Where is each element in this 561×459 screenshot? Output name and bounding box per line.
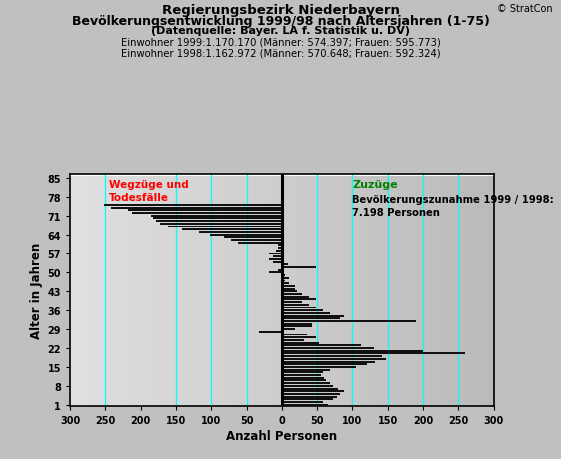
Bar (282, 388, 338, 390)
Bar (282, 391, 344, 392)
Bar (282, 364, 367, 365)
Bar (282, 264, 288, 266)
Bar (182, 229, 282, 230)
Bar (282, 404, 328, 406)
Bar (282, 323, 311, 325)
Bar (282, 329, 295, 330)
Bar (269, 258, 282, 260)
Bar (282, 336, 316, 338)
Bar (282, 291, 297, 293)
Bar (282, 266, 316, 269)
Bar (168, 226, 282, 228)
Bar (273, 261, 282, 263)
Text: Wegzüge und
Todesfälle: Wegzüge und Todesfälle (109, 180, 188, 202)
Bar (111, 207, 282, 209)
Bar (282, 377, 324, 379)
Bar (282, 355, 382, 357)
Bar (282, 396, 337, 398)
Bar (282, 366, 356, 368)
Bar (238, 242, 282, 244)
Text: Zuzüge: Zuzüge (352, 180, 398, 190)
Bar (282, 334, 307, 336)
Bar (269, 272, 282, 274)
Bar (259, 331, 282, 333)
Bar (282, 299, 316, 301)
Bar (278, 247, 282, 250)
Bar (282, 302, 302, 303)
Bar (273, 256, 282, 257)
Bar (199, 231, 282, 233)
Bar (153, 218, 282, 220)
Bar (282, 401, 323, 403)
Bar (282, 358, 387, 360)
Bar (224, 237, 282, 239)
Bar (132, 213, 282, 214)
Bar (282, 371, 323, 374)
Bar (282, 296, 309, 298)
Bar (282, 280, 286, 282)
Text: © StratCon: © StratCon (497, 4, 553, 14)
Bar (282, 385, 333, 387)
Bar (278, 245, 282, 247)
Text: Bevölkerungsentwicklung 1999/98 nach Altersjahren (1-75): Bevölkerungsentwicklung 1999/98 nach Alt… (72, 15, 489, 28)
Bar (282, 398, 333, 400)
Bar (276, 250, 282, 252)
Bar (282, 342, 319, 344)
Bar (160, 224, 282, 225)
Bar (282, 304, 309, 306)
Bar (157, 221, 282, 223)
Text: Einwohner 1998:1.162.972 (Männer: 570.648; Frauen: 592.324): Einwohner 1998:1.162.972 (Männer: 570.64… (121, 48, 440, 58)
Bar (282, 382, 330, 384)
Bar (282, 350, 423, 352)
Bar (128, 210, 282, 212)
Bar (210, 234, 282, 236)
Bar (282, 374, 321, 376)
Bar (278, 269, 282, 271)
Bar (282, 315, 344, 317)
Bar (282, 353, 466, 355)
Bar (282, 369, 330, 371)
Bar (282, 277, 289, 279)
Bar (231, 240, 282, 241)
Bar (282, 320, 416, 322)
Y-axis label: Alter in Jahren: Alter in Jahren (30, 242, 43, 338)
Bar (269, 253, 282, 255)
Bar (282, 288, 295, 290)
Bar (282, 345, 361, 347)
Bar (282, 326, 311, 328)
Bar (282, 380, 327, 381)
Text: Einwohner 1999:1.170.170 (Männer: 574.397; Frauen: 595.773): Einwohner 1999:1.170.170 (Männer: 574.39… (121, 38, 440, 48)
Bar (104, 204, 282, 207)
Bar (282, 309, 323, 312)
Bar (282, 347, 374, 349)
Bar (282, 318, 340, 319)
X-axis label: Anzahl Personen: Anzahl Personen (226, 429, 338, 442)
Bar (282, 312, 330, 314)
Text: Regierungsbezirk Niederbayern: Regierungsbezirk Niederbayern (162, 4, 399, 17)
Bar (282, 361, 375, 363)
Text: (Datenquelle: Bayer. LA f. Statistik u. DV): (Datenquelle: Bayer. LA f. Statistik u. … (151, 26, 410, 36)
Bar (151, 215, 282, 217)
Bar (282, 283, 289, 285)
Bar (282, 285, 295, 287)
Bar (282, 393, 340, 395)
Bar (282, 339, 305, 341)
Bar (282, 307, 316, 309)
Bar (282, 293, 302, 295)
Text: Bevölkerungszunahme 1999 / 1998:
7.198 Personen: Bevölkerungszunahme 1999 / 1998: 7.198 P… (352, 195, 554, 218)
Bar (282, 274, 286, 276)
